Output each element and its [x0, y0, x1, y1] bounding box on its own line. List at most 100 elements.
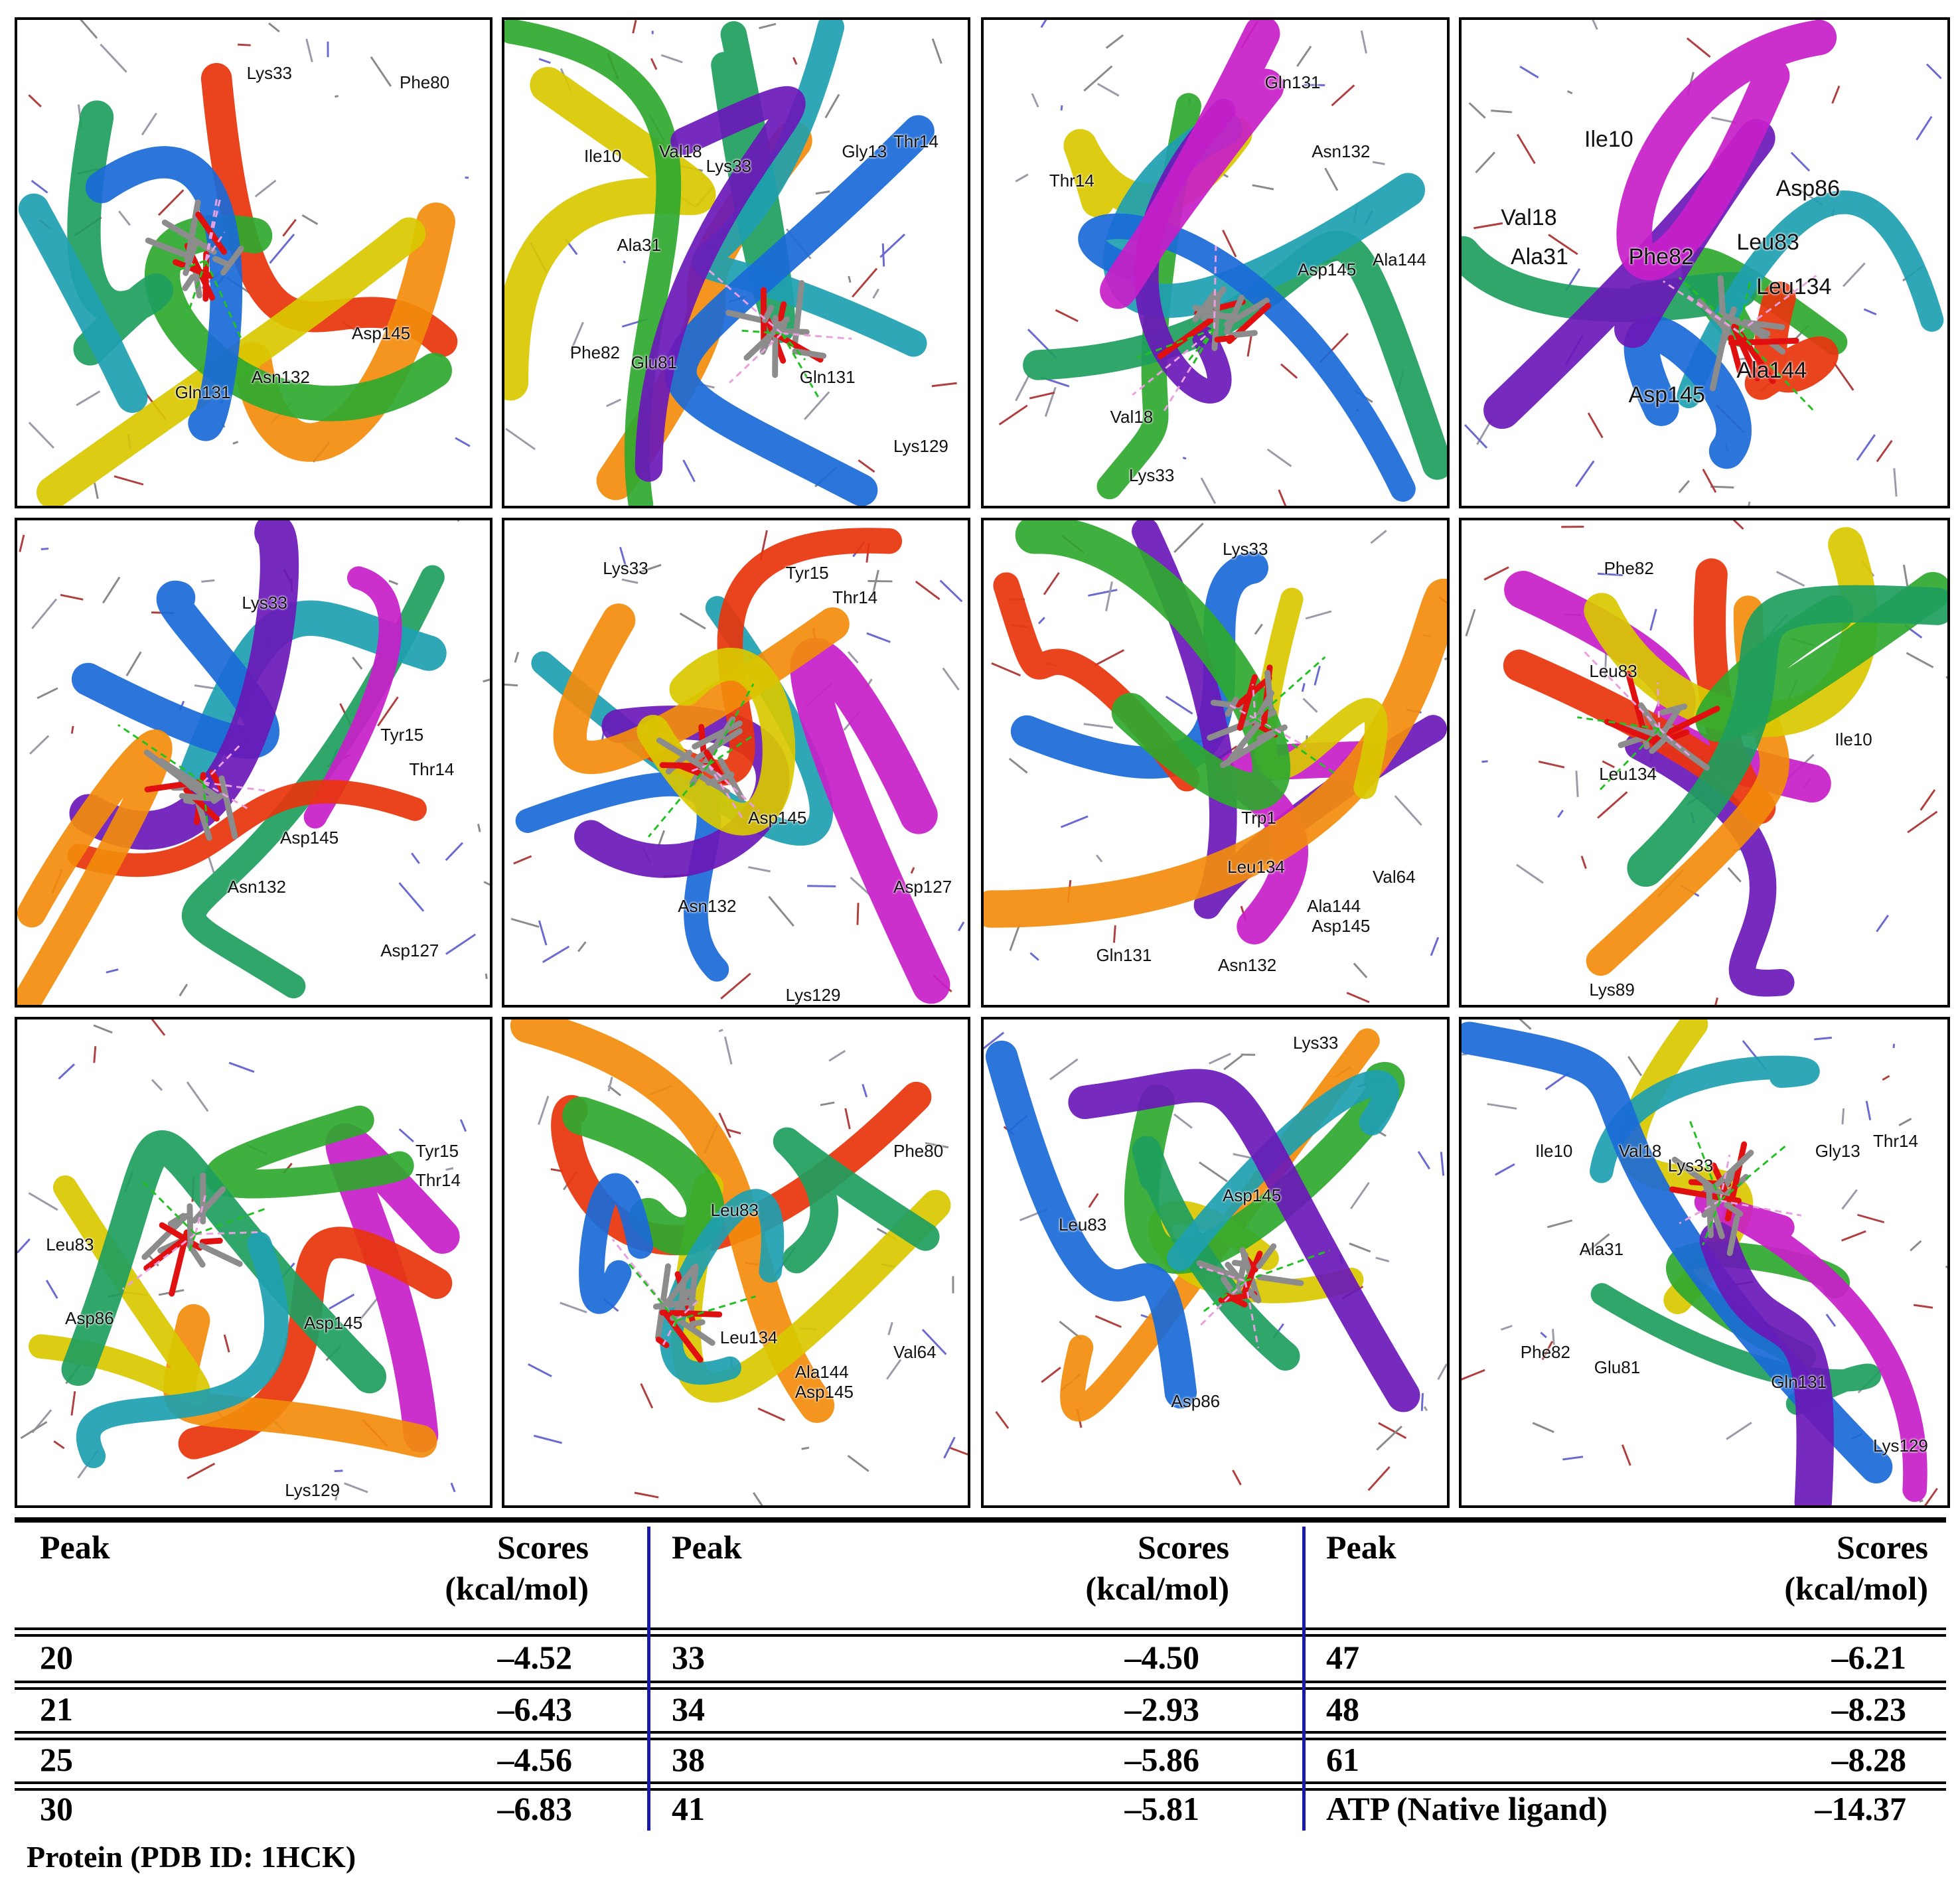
residue-stick	[1173, 1113, 1193, 1129]
residue-label: Lys33	[1128, 465, 1175, 486]
residue-label: Asp127	[380, 940, 439, 960]
residue-stick	[1541, 1341, 1554, 1361]
residue-stick	[1232, 1469, 1242, 1485]
protein-structure-render	[1465, 520, 1947, 1005]
residue-stick	[377, 696, 399, 727]
header-scores-2: Scores (kcal/mol)	[1027, 1527, 1229, 1609]
residue-stick	[1423, 1406, 1428, 1412]
ligand-stick	[198, 1242, 243, 1267]
residue-label: Val18	[658, 141, 702, 161]
residue-stick	[820, 1101, 835, 1106]
residue-stick	[915, 580, 941, 601]
residue-label: Asp145	[352, 323, 411, 343]
residue-label: Asp145	[1223, 1185, 1282, 1205]
docking-panel: Lys33 Trp1 Val64 Leu134 Ala144 Asp145 Gln131 As…	[981, 518, 1450, 1008]
residue-stick	[1604, 652, 1608, 678]
residue-stick	[991, 662, 1021, 677]
protein-ribbon	[773, 1127, 940, 1274]
residue-label: Gly13	[1815, 1141, 1860, 1161]
column-divider-1	[647, 1527, 650, 1831]
ligand-stick	[743, 316, 791, 361]
interaction-line	[204, 232, 226, 262]
table-cell-peak: 47	[1326, 1639, 1359, 1676]
residue-stick	[1350, 1181, 1370, 1209]
protein-ribbon	[1744, 281, 1839, 400]
residue-stick	[1182, 457, 1187, 460]
residue-stick	[569, 321, 584, 352]
residue-stick	[53, 1440, 65, 1450]
residue-label: Leu83	[710, 1199, 759, 1220]
residue-stick	[1475, 151, 1495, 174]
interaction-line	[204, 260, 243, 340]
residue-stick	[753, 1491, 763, 1505]
residue-stick	[151, 1019, 166, 1036]
residue-stick	[1378, 1422, 1407, 1439]
table-cell-peak: 41	[672, 1790, 705, 1827]
residue-stick	[1473, 222, 1503, 230]
residue-stick	[852, 267, 878, 298]
residue-stick	[660, 54, 683, 64]
ligand-stick	[652, 1298, 697, 1310]
protein-ribbon	[1695, 571, 1947, 742]
residue-stick	[949, 1446, 968, 1456]
protein-structure-render	[504, 20, 957, 506]
residue-stick	[1566, 90, 1573, 95]
residue-stick	[1494, 1163, 1515, 1176]
ligand-stick	[1242, 1250, 1263, 1295]
interaction-line	[1199, 1266, 1246, 1282]
residue-stick	[1907, 810, 1938, 834]
residue-stick	[1331, 84, 1355, 107]
residue-stick	[921, 1329, 947, 1355]
residue-stick	[1088, 1193, 1099, 1208]
residue-label: Ala144	[1373, 249, 1426, 269]
residue-stick	[931, 38, 942, 64]
ligand-stick	[662, 1264, 697, 1310]
residue-stick	[1043, 571, 1060, 595]
interaction-line	[781, 332, 852, 340]
interaction-line	[1720, 1199, 1802, 1217]
residue-stick	[1252, 184, 1274, 190]
interaction-line	[1201, 1280, 1246, 1314]
residue-stick	[1575, 460, 1595, 487]
residue-stick	[1910, 1240, 1922, 1252]
interaction-line	[121, 1233, 196, 1290]
residue-stick	[1088, 589, 1118, 597]
residue-stick	[1500, 1325, 1513, 1331]
residue-stick	[477, 824, 481, 832]
residue-stick	[305, 38, 313, 62]
interaction-line	[781, 333, 806, 361]
table-cell-peak: 48	[1326, 1691, 1359, 1728]
docking-panel: Lys33 Tyr15 Thr14 Asp145 Asn132 Asp127 Lys129	[502, 518, 970, 1008]
residue-stick	[1440, 1152, 1445, 1176]
residue-stick	[28, 421, 55, 449]
residue-stick	[560, 1302, 587, 1314]
ligand-stick	[698, 773, 731, 795]
residue-label: Lys33	[242, 592, 287, 613]
ligand-stick	[1237, 674, 1258, 731]
protein-ribbon	[18, 193, 148, 413]
ligand-stick	[143, 1232, 193, 1272]
table-cell-score: –8.28	[1831, 1741, 1907, 1778]
residue-stick	[1841, 1189, 1858, 1210]
residue-stick	[102, 576, 121, 604]
residue-stick	[1254, 623, 1263, 635]
interaction-line	[1213, 246, 1217, 329]
interaction-line	[139, 1178, 196, 1235]
residue-label: Ala144	[1307, 896, 1361, 917]
residue-stick	[1602, 760, 1615, 769]
ligand-stick	[1728, 337, 1799, 346]
column-divider-2	[1302, 1527, 1306, 1831]
residue-label: Thr14	[1873, 1131, 1918, 1152]
residue-label: Glu81	[631, 352, 677, 373]
interaction-line	[1719, 1154, 1731, 1201]
residue-label: Phe82	[1604, 558, 1654, 579]
residue-label: Thr14	[893, 131, 939, 152]
docking-panel: Lys33 Tyr15 Thr14 Asp145 Asn132 Asp127	[15, 518, 492, 1008]
interaction-line	[194, 1207, 266, 1235]
interaction-line	[781, 333, 819, 398]
residue-stick	[632, 20, 637, 34]
residue-label: Phe80	[400, 72, 450, 93]
residue-stick	[759, 23, 777, 29]
residue-stick	[1376, 1425, 1402, 1451]
interaction-line	[1657, 682, 1661, 729]
